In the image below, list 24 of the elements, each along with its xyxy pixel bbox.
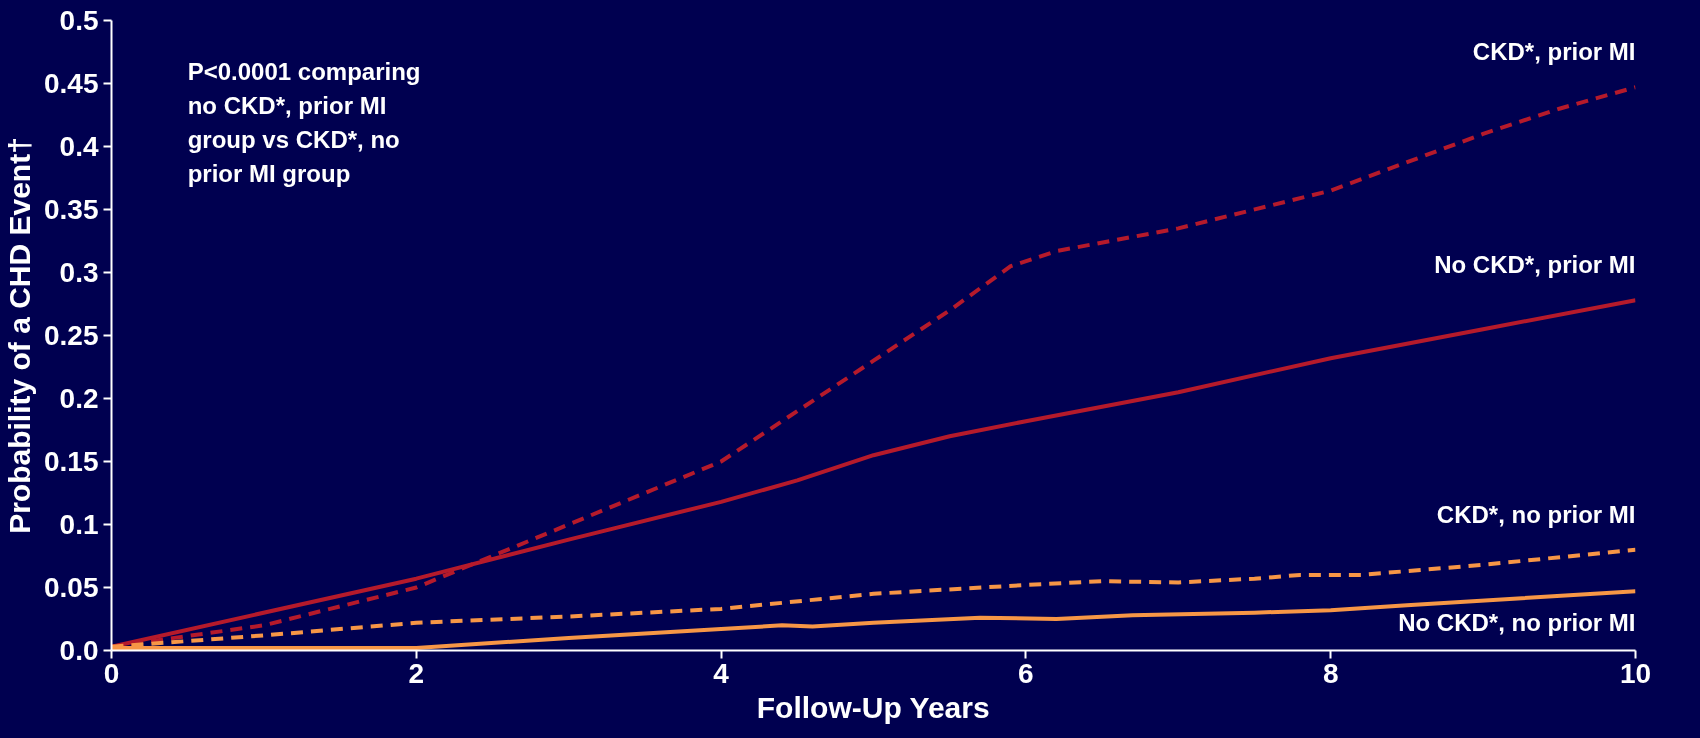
annotation: P<0.0001 comparing no CKD*, prior MI group vs CKD*, no prior MI group: [187, 58, 421, 187]
y-axis-title: Probability of a CHD Event†: [3, 137, 36, 534]
series-label: CKD*, prior MI: [1472, 38, 1636, 66]
y-tick-label: 0.15: [44, 446, 99, 477]
y-tick-label: 0.2: [59, 383, 99, 414]
x-tick-label: 6: [1018, 657, 1034, 689]
y-tick-label: 0.05: [44, 572, 99, 603]
x-tick-label: 2: [408, 657, 425, 689]
x-tick-label: 4: [713, 657, 730, 689]
y-tick-label: 0.45: [44, 68, 99, 99]
y-tick-label: 0.35: [44, 194, 99, 225]
y-tick-label: 0.0: [59, 635, 99, 666]
y-tick-label: 0.5: [59, 5, 99, 36]
x-tick-label: 0: [103, 657, 120, 689]
y-tick-label: 0.3: [59, 257, 99, 288]
y-tick-label: 0.4: [59, 131, 99, 162]
y-tick-label: 0.1: [59, 509, 99, 540]
x-axis-title: Follow-Up Years: [756, 690, 990, 724]
series-label: CKD*, no prior MI: [1436, 500, 1636, 528]
series-label: No CKD*, prior MI: [1434, 251, 1636, 279]
x-tick-label: 10: [1619, 657, 1652, 689]
series-label: No CKD*, no prior MI: [1398, 609, 1636, 637]
y-tick-label: 0.25: [44, 320, 99, 351]
x-tick-label: 8: [1322, 657, 1339, 689]
